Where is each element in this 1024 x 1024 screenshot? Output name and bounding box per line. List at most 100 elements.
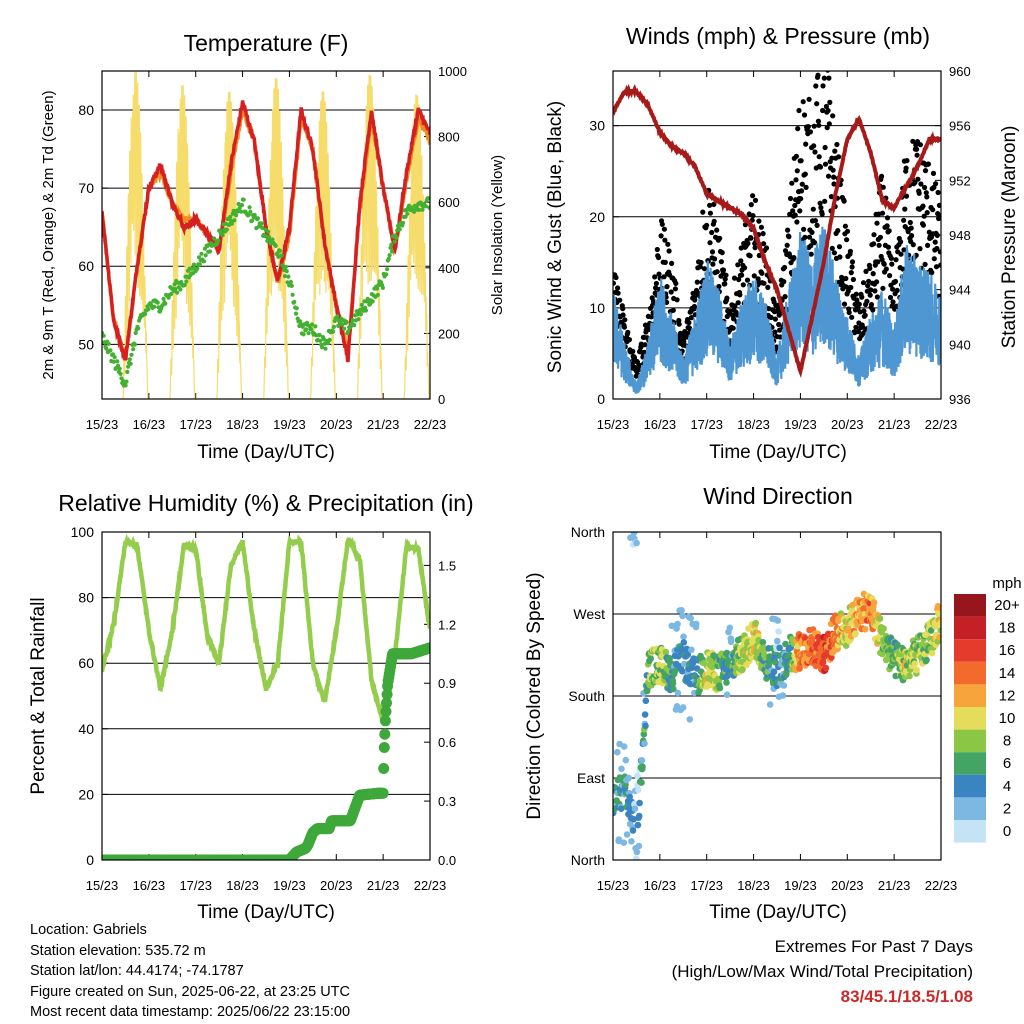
gust-point bbox=[720, 267, 727, 273]
dewpoint-point bbox=[336, 323, 341, 328]
gust-point bbox=[777, 327, 783, 333]
gust-point bbox=[860, 280, 867, 286]
gust-point bbox=[803, 141, 809, 147]
y-tick-label: 20 bbox=[589, 209, 605, 225]
gust-point bbox=[654, 246, 660, 253]
gust-point bbox=[815, 72, 821, 78]
gust-point bbox=[870, 271, 876, 277]
winds-title: Winds (mph) & Pressure (mb) bbox=[626, 23, 930, 49]
colorbar-swatch bbox=[954, 594, 986, 617]
direction-point bbox=[635, 812, 643, 820]
dewpoint-point bbox=[325, 341, 331, 346]
direction-point bbox=[639, 763, 646, 770]
station-elevation: Station elevation: 535.72 m bbox=[30, 942, 206, 959]
gust-point bbox=[826, 75, 832, 81]
direction-point bbox=[629, 827, 637, 834]
gust-point bbox=[714, 227, 720, 233]
gust-point bbox=[736, 276, 742, 283]
gust-point bbox=[918, 181, 924, 187]
gust-point bbox=[653, 280, 660, 287]
dewpoint-point bbox=[266, 235, 272, 240]
gust-point bbox=[719, 250, 725, 256]
gust-point bbox=[894, 287, 900, 293]
y-tick-label: 0 bbox=[597, 391, 605, 407]
gust-point bbox=[691, 303, 698, 310]
dewpoint-point bbox=[111, 359, 116, 364]
gust-point bbox=[865, 283, 871, 289]
dewpoint-point bbox=[115, 359, 120, 364]
y-tick-label: 80 bbox=[78, 102, 94, 118]
direction-point bbox=[876, 615, 884, 622]
dewpoint-point bbox=[106, 341, 111, 346]
gust-point bbox=[694, 279, 700, 285]
x-tick-label: 17/23 bbox=[690, 878, 723, 893]
gust-point bbox=[887, 273, 893, 279]
y-tick-label: West bbox=[573, 606, 605, 622]
direction-point bbox=[752, 619, 759, 627]
dewpoint-point bbox=[289, 283, 294, 288]
gust-point bbox=[816, 122, 822, 128]
solar-y2-label: Solar Insolation (Yellow) bbox=[489, 155, 506, 315]
gust-point bbox=[812, 149, 818, 155]
direction-point bbox=[927, 627, 935, 634]
gust-point bbox=[914, 146, 920, 152]
precip-point bbox=[379, 728, 391, 740]
dewpoint-point bbox=[216, 238, 221, 243]
gust-point bbox=[904, 158, 910, 164]
y-tick-label: 0 bbox=[86, 852, 94, 868]
gust-point bbox=[839, 274, 845, 280]
dewpoint-point bbox=[317, 332, 322, 337]
gust-point bbox=[630, 348, 636, 354]
colorbar-swatch bbox=[954, 639, 986, 662]
dewpoint-point bbox=[427, 205, 430, 210]
y-tick-label: 20 bbox=[78, 786, 94, 802]
gust-point bbox=[898, 251, 904, 257]
direction-point bbox=[727, 638, 735, 646]
gust-point bbox=[868, 302, 875, 308]
dewpoint-point bbox=[304, 327, 309, 332]
dewpoint-point bbox=[117, 366, 122, 371]
x-tick-label: 18/23 bbox=[737, 417, 770, 432]
direction-point bbox=[678, 607, 685, 614]
precip-point bbox=[380, 706, 392, 717]
temperature-panel: Temperature (F) 506070800200400600800100… bbox=[40, 30, 506, 463]
gust-point bbox=[875, 259, 881, 265]
gust-point bbox=[867, 265, 873, 271]
gust-point bbox=[621, 324, 628, 330]
direction-point bbox=[780, 682, 788, 689]
gust-point bbox=[810, 206, 816, 212]
gust-point bbox=[745, 240, 751, 246]
y2-tick-label: 948 bbox=[949, 228, 971, 243]
series-solar-insolation bbox=[102, 71, 430, 399]
gust-point bbox=[884, 223, 890, 229]
gust-point bbox=[847, 248, 854, 254]
gust-point bbox=[890, 286, 896, 292]
winds-x-label: Time (Day/UTC) bbox=[709, 442, 847, 463]
direction-point bbox=[626, 793, 633, 801]
temperature-y-label: 2m & 9m T (Red, Orange) & 2m Td (Green) bbox=[40, 90, 57, 379]
gust-point bbox=[661, 226, 668, 232]
x-tick-label: 15/23 bbox=[597, 878, 630, 893]
direction-point bbox=[679, 612, 686, 620]
gust-point bbox=[806, 96, 812, 102]
gust-point bbox=[782, 264, 788, 271]
gust-point bbox=[739, 272, 745, 278]
direction-point bbox=[815, 633, 822, 641]
direction-point bbox=[687, 614, 694, 622]
gust-point bbox=[855, 329, 862, 335]
dewpoint-point bbox=[125, 369, 130, 374]
gust-point bbox=[793, 153, 800, 159]
gust-point bbox=[629, 361, 636, 367]
colorbar-swatch bbox=[954, 729, 986, 753]
dewpoint-point bbox=[255, 216, 261, 221]
gust-point bbox=[670, 307, 676, 313]
direction-series bbox=[613, 532, 941, 860]
colorbar-swatch bbox=[954, 707, 986, 730]
direction-point bbox=[642, 722, 649, 730]
gust-point bbox=[925, 161, 932, 167]
gust-point bbox=[908, 225, 914, 231]
gust-point bbox=[937, 213, 941, 219]
gust-point bbox=[613, 280, 616, 286]
gust-point bbox=[872, 288, 878, 294]
gust-point bbox=[789, 180, 795, 186]
